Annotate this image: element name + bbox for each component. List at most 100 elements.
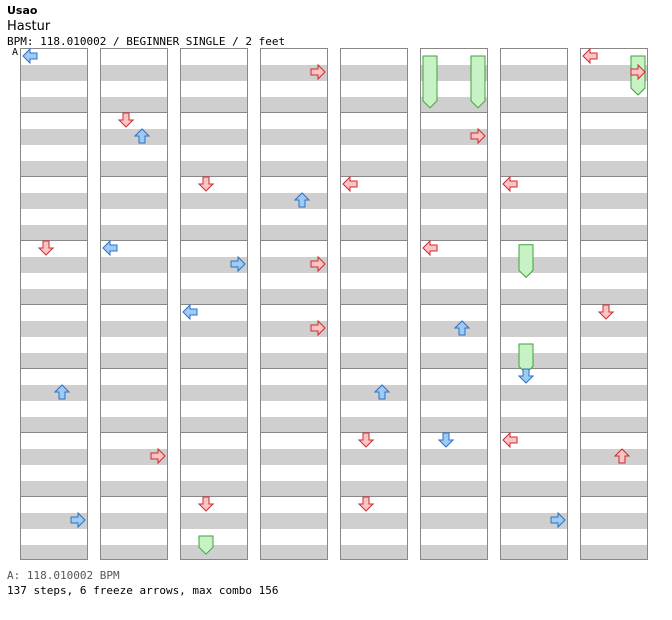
beat-stripe [501,193,567,209]
beat-stripe [501,353,567,369]
measure-line [341,240,407,241]
beat-stripe [341,289,407,305]
beat-stripe [181,65,247,81]
measure-line [421,176,487,177]
measure-line [21,112,87,113]
measure-line [101,112,167,113]
step-arrow-right [310,255,326,273]
measure-line [581,432,647,433]
measure-line [21,432,87,433]
freeze-arrow [518,244,534,279]
song-title: Hastur [7,19,51,34]
measure-line [341,368,407,369]
step-arrow-left [502,175,518,193]
beat-stripe [501,289,567,305]
beat-stripe [501,321,567,337]
beat-stripe [501,161,567,177]
beat-stripe [581,161,647,177]
step-arrow-up [373,384,391,400]
beat-stripe [341,65,407,81]
step-arrow-down [357,432,375,448]
step-arrow-left [582,47,598,65]
beat-stripe [101,161,167,177]
beat-stripe [421,449,487,465]
chart-info-line: BPM: 118.010002 / BEGINNER SINGLE / 2 fe… [7,35,286,48]
measure-line [501,240,567,241]
step-arrow-up [133,128,151,144]
beat-stripe [341,97,407,113]
beat-stripe [341,129,407,145]
beat-stripe [581,225,647,241]
measure-line [501,176,567,177]
measure-line [581,304,647,305]
beat-stripe [421,481,487,497]
chart-column [500,48,568,560]
measure-line [261,432,327,433]
beat-stripe [181,129,247,145]
measure-line [21,176,87,177]
freeze-arrow [198,535,214,555]
beat-stripe [581,481,647,497]
measure-line [581,496,647,497]
measure-line [501,496,567,497]
step-arrow-left [182,303,198,321]
step-arrow-left [422,239,438,257]
beat-stripe [341,545,407,559]
beat-stripe [101,97,167,113]
beat-stripe [101,513,167,529]
measure-line [181,112,247,113]
bpm-marker-label: A [12,47,19,58]
measure-line [181,304,247,305]
beat-stripe [341,353,407,369]
step-arrow-up [453,320,471,336]
beat-stripe [181,513,247,529]
beat-stripe [21,289,87,305]
measure-line [501,432,567,433]
beat-stripe [21,417,87,433]
beat-stripe [101,289,167,305]
beat-stripe [581,129,647,145]
beat-stripe [181,225,247,241]
step-arrow-up [53,384,71,400]
beat-stripe [261,129,327,145]
beat-stripe [421,321,487,337]
beat-stripe [501,97,567,113]
beat-stripe [501,225,567,241]
step-arrow-down [597,304,615,320]
step-arrow-up [613,448,631,464]
beat-stripe [581,289,647,305]
beat-stripe [421,545,487,559]
beat-stripe [21,257,87,273]
beat-stripe [181,449,247,465]
chart-column [340,48,408,560]
measure-line [421,432,487,433]
measure-line [101,496,167,497]
beat-stripe [341,225,407,241]
beat-stripe [21,129,87,145]
beat-stripe [101,481,167,497]
beat-stripe [261,97,327,113]
step-arrow-right [230,255,246,273]
measure-line [101,432,167,433]
beat-stripe [501,481,567,497]
beat-stripe [341,449,407,465]
beat-stripe [581,417,647,433]
beat-stripe [501,65,567,81]
measure-line [181,432,247,433]
freeze-arrow [470,55,486,109]
beat-stripe [261,225,327,241]
step-arrow-right [70,511,86,529]
beat-stripe [341,385,407,401]
measure-line [581,368,647,369]
beat-stripe [341,513,407,529]
beat-stripe [21,161,87,177]
beat-stripe [101,129,167,145]
step-arrow-down [357,496,375,512]
step-arrow-left [22,47,38,65]
measure-line [261,112,327,113]
beat-stripe [181,417,247,433]
beat-stripe [581,97,647,113]
beat-stripe [21,321,87,337]
beat-stripe [261,289,327,305]
beat-stripe [421,257,487,273]
